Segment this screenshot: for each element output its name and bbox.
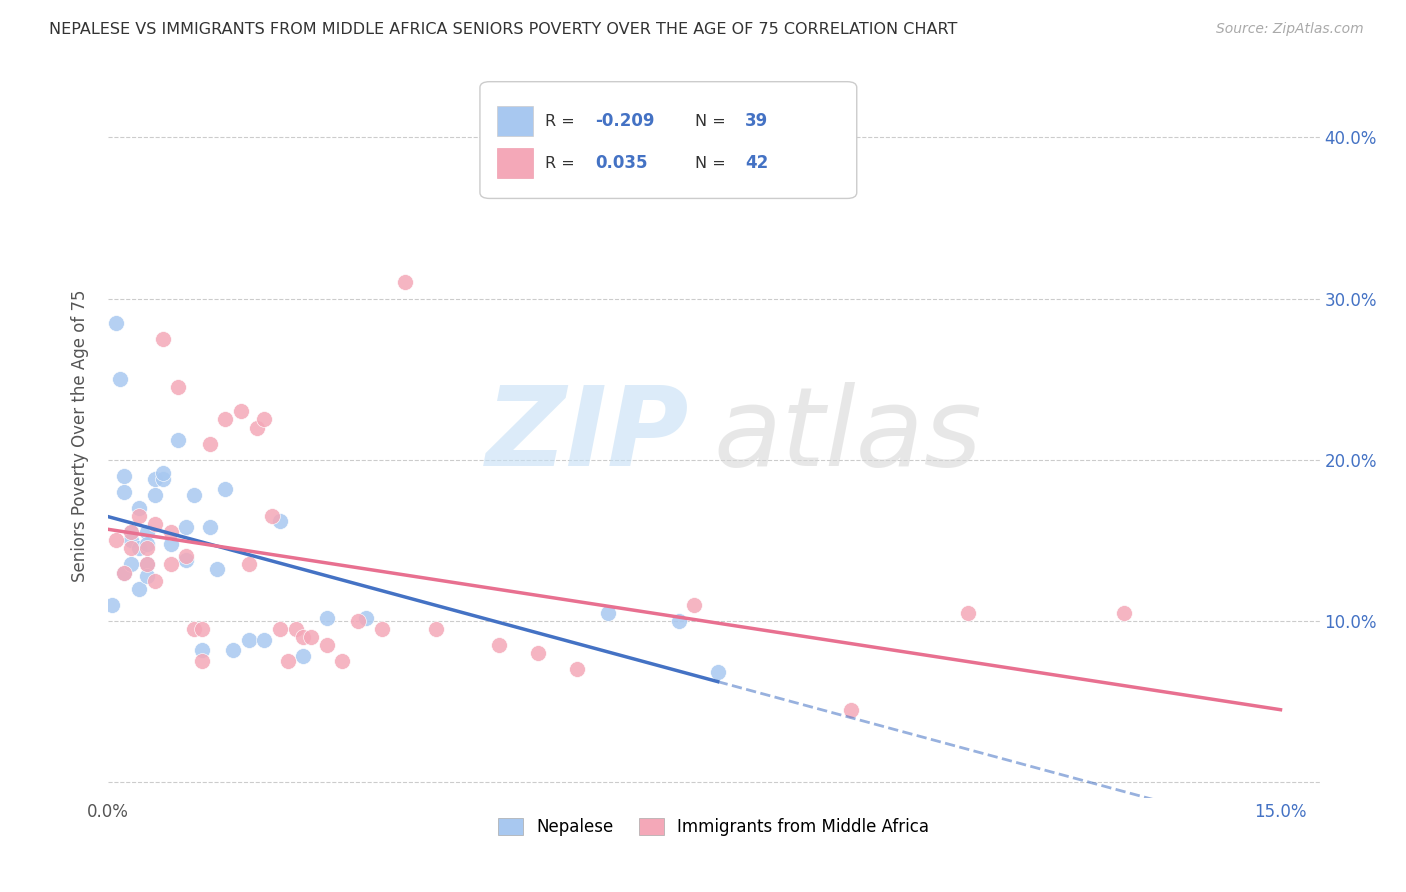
Point <box>238 633 260 648</box>
Point <box>284 622 307 636</box>
Point <box>315 638 337 652</box>
Point <box>128 509 150 524</box>
Point <box>668 614 690 628</box>
Text: N =: N = <box>695 113 725 128</box>
Point <box>222 643 245 657</box>
Point <box>128 501 150 516</box>
Point <box>143 488 166 502</box>
Point <box>136 525 159 540</box>
Point <box>143 574 166 588</box>
Point <box>104 316 127 330</box>
Text: 0.035: 0.035 <box>595 154 648 172</box>
Point <box>315 610 337 624</box>
Point <box>214 482 236 496</box>
Point <box>354 610 377 624</box>
Point <box>112 566 135 580</box>
Point <box>112 485 135 500</box>
Point <box>120 533 142 548</box>
Text: atlas: atlas <box>714 382 983 489</box>
Point <box>238 558 260 572</box>
Point <box>183 622 205 636</box>
Point <box>128 541 150 556</box>
Point <box>956 606 979 620</box>
FancyBboxPatch shape <box>479 82 856 198</box>
Point <box>706 665 728 680</box>
Point <box>159 536 181 550</box>
Point <box>198 436 221 450</box>
Point <box>245 420 267 434</box>
Text: 42: 42 <box>745 154 769 172</box>
Text: NEPALESE VS IMMIGRANTS FROM MIDDLE AFRICA SENIORS POVERTY OVER THE AGE OF 75 COR: NEPALESE VS IMMIGRANTS FROM MIDDLE AFRIC… <box>49 22 957 37</box>
Point <box>152 466 174 480</box>
Point <box>143 517 166 532</box>
Point <box>143 472 166 486</box>
Point <box>1114 606 1136 620</box>
Point <box>136 568 159 582</box>
Point <box>253 633 276 648</box>
Point <box>136 541 159 556</box>
Point <box>425 622 447 636</box>
Point <box>269 514 291 528</box>
Point <box>191 654 214 668</box>
Point <box>191 643 214 657</box>
Point <box>207 562 229 576</box>
Text: Source: ZipAtlas.com: Source: ZipAtlas.com <box>1216 22 1364 37</box>
Point <box>839 702 862 716</box>
Point <box>120 541 142 556</box>
Point <box>347 614 370 628</box>
Point <box>128 582 150 596</box>
Point <box>159 525 181 540</box>
Bar <box>496 106 533 136</box>
Point <box>120 558 142 572</box>
Point <box>104 533 127 548</box>
Point <box>277 654 299 668</box>
Point <box>269 622 291 636</box>
Text: N =: N = <box>695 156 725 170</box>
Point <box>136 536 159 550</box>
Point <box>191 622 214 636</box>
Point <box>174 520 197 534</box>
Y-axis label: Seniors Poverty Over the Age of 75: Seniors Poverty Over the Age of 75 <box>72 289 89 582</box>
Legend: Nepalese, Immigrants from Middle Africa: Nepalese, Immigrants from Middle Africa <box>491 809 938 844</box>
Point <box>167 380 190 394</box>
Point <box>159 558 181 572</box>
Point <box>120 525 142 540</box>
Point <box>527 646 550 660</box>
Point <box>683 598 706 612</box>
Point <box>136 558 159 572</box>
Point <box>292 649 315 664</box>
Text: R =: R = <box>546 156 575 170</box>
Point <box>332 654 354 668</box>
Point <box>174 549 197 564</box>
Text: 39: 39 <box>745 112 769 130</box>
Text: R =: R = <box>546 113 575 128</box>
Point <box>167 434 190 448</box>
Point <box>292 630 315 644</box>
Point <box>253 412 276 426</box>
Point <box>488 638 510 652</box>
Text: ZIP: ZIP <box>486 382 689 489</box>
Point <box>101 598 124 612</box>
Point <box>112 468 135 483</box>
Point <box>198 520 221 534</box>
Point <box>598 606 620 620</box>
Point <box>299 630 322 644</box>
Point <box>229 404 252 418</box>
Point <box>174 552 197 566</box>
Point <box>394 276 416 290</box>
Point <box>214 412 236 426</box>
Point <box>136 558 159 572</box>
Bar <box>496 148 533 178</box>
Point <box>152 472 174 486</box>
Point <box>183 488 205 502</box>
Text: -0.209: -0.209 <box>595 112 655 130</box>
Point <box>112 566 135 580</box>
Point <box>370 622 392 636</box>
Point <box>108 372 131 386</box>
Point <box>565 662 588 676</box>
Point <box>120 525 142 540</box>
Point <box>152 332 174 346</box>
Point <box>262 509 284 524</box>
